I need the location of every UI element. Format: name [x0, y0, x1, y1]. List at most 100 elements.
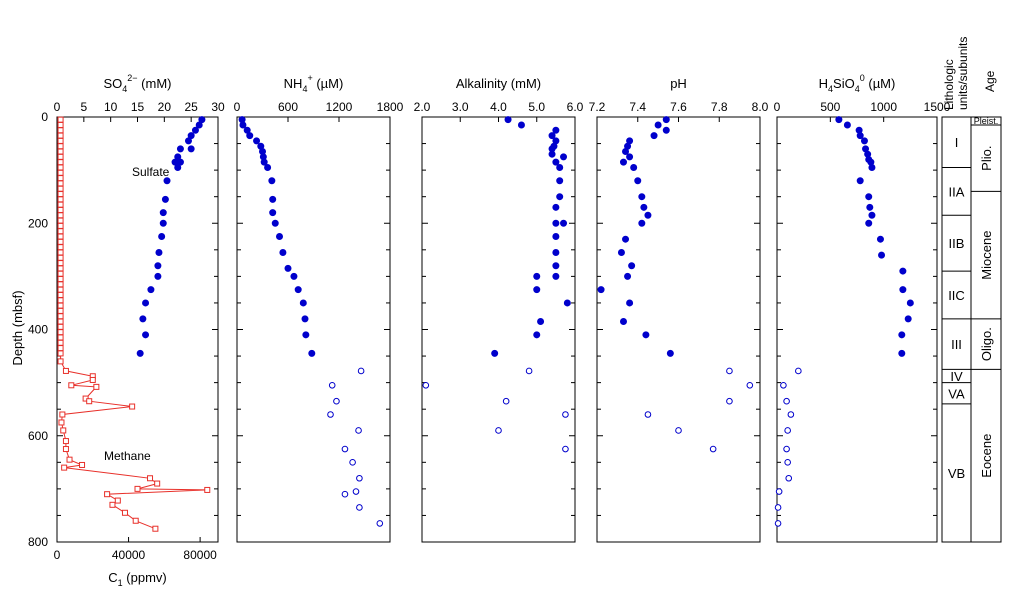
panel-3-series-1-point: [552, 203, 560, 211]
panel-2-series-1-point: [253, 137, 261, 145]
panel-4-series-2-point: [726, 397, 733, 405]
panel-1-series-2-point: [57, 121, 64, 128]
panel-5-title: H4SiO40 (µM): [819, 73, 896, 94]
panel-1-series-2-point: [68, 382, 75, 389]
panel-3-series-2-point: [422, 381, 430, 389]
panel-5-series-1-point: [865, 193, 873, 201]
panel-1-series-2-point: [59, 411, 66, 418]
panel-1-series-2-point: [121, 509, 128, 516]
y-tick-label-600: 600: [28, 429, 48, 443]
panel-4-series-1-point: [619, 158, 627, 166]
panel-1-series-2-point: [58, 419, 65, 426]
panel-1-series-2-point: [152, 525, 159, 532]
panel-3-series-1-point: [533, 286, 541, 294]
panel-1-series-1-point: [191, 126, 199, 134]
panel-2-series-1-point: [268, 177, 276, 185]
panel-4-frame: [596, 116, 761, 543]
panel-1-series-1-point: [139, 315, 147, 323]
panel-1-series-2-point: [57, 212, 64, 219]
panel-1-series-2-point: [62, 367, 69, 374]
title-part: H: [819, 76, 828, 91]
panel-5-series-1-point: [856, 177, 864, 185]
panel-3-series-1-point: [548, 132, 556, 140]
panel-2-title: NH4+ (µM): [284, 73, 344, 94]
panel-1-series-2-point: [57, 313, 64, 320]
panel-1-series-2-point: [57, 137, 64, 144]
panel-3-series-2-point: [495, 427, 502, 434]
panel-2-series-1-point: [294, 286, 302, 294]
panel-4-series-1-point: [650, 132, 658, 140]
panel-3-series-1-point: [533, 331, 541, 339]
panel-1-series-2-point: [89, 376, 96, 383]
panel-1-series-2-point: [57, 191, 64, 198]
panel-4-series-1-point: [617, 248, 625, 256]
panel-1-series-2-point: [57, 329, 64, 336]
panel-1-series-1-point: [154, 272, 162, 280]
panel-1-series-1-point: [198, 116, 206, 124]
panel-1-series-2-point: [57, 254, 64, 261]
panel-1-series-2-point: [57, 153, 64, 160]
y-tick-label-200: 200: [28, 216, 48, 230]
panel-2-series-1-point: [239, 121, 247, 129]
panel-3-xtick-label: 4.0: [490, 100, 507, 114]
panel-2-xtick-label: 1800: [377, 100, 404, 114]
panel-1-series-2-point: [57, 222, 64, 229]
lithologic-unit-VB: VB: [948, 466, 965, 481]
age-label-Plio: Plio.: [979, 146, 994, 171]
panel-4-series-1-point: [644, 211, 652, 219]
panel-1-series-2-point: [93, 383, 100, 390]
panel-3-series-1-point: [552, 272, 560, 280]
panel-4-xtick-label: 7.8: [711, 100, 728, 114]
panel-2-series-2-point: [352, 488, 360, 495]
panel-1-xtick-label: 15: [131, 100, 145, 114]
panel-3-series-1-point: [556, 177, 564, 185]
panel-4-series-1-point: [622, 148, 630, 156]
panel-1-xtick-label: 5: [80, 100, 87, 114]
y-tick-label-0: 0: [41, 110, 48, 124]
panel-3-series-2-point: [525, 367, 533, 375]
panel-5-series-1-point: [866, 203, 874, 211]
panel-3-series-2-point: [562, 411, 569, 418]
panel-2-series-1-point: [290, 272, 298, 280]
panel-3-series-1-point: [552, 262, 560, 270]
panel-1-series-2-point: [204, 486, 211, 493]
panel-1-series-2-point: [62, 438, 69, 445]
title-part: pH: [670, 76, 687, 91]
units-header-line1: Lithologic: [942, 59, 956, 110]
panel-3-series-1-point: [552, 158, 560, 166]
panel-1-series-2-point: [57, 217, 64, 224]
panel-2-series-1-point: [279, 248, 287, 256]
panel-4-series-1-point: [626, 299, 634, 307]
panel-2-series-2-point: [376, 520, 384, 527]
panel-1-series-2-point: [57, 228, 64, 235]
panel-4-series-1-point: [662, 126, 670, 134]
panel-5-xtick-label: 1000: [870, 100, 897, 114]
panel-2-series-1-point: [308, 349, 316, 357]
panel-1-series-1-point: [159, 219, 167, 227]
panel-5-series-2-point: [784, 427, 791, 434]
panel-5-series-2-point: [780, 381, 787, 389]
panel-5-series-1-point: [899, 286, 907, 294]
panel-5-series-1-point: [843, 121, 851, 129]
panel-4-series-1-point: [634, 177, 642, 185]
panel-1-series-1-point: [187, 145, 195, 153]
panel-1-xtick-label: 20: [158, 100, 172, 114]
title-part: Alkalinity (mM): [456, 76, 541, 91]
panel-3-series-1-point: [517, 121, 525, 129]
panel-1-series-1-point: [174, 163, 182, 171]
units-header-line2: units/subunits: [956, 37, 970, 110]
panel-1-series-2-point: [57, 249, 64, 256]
title-part: (mM): [138, 76, 172, 91]
panel-1-series-2-point: [129, 403, 136, 410]
title-subscript: 4: [122, 84, 127, 94]
panel-3-xtick-label: 6.0: [567, 100, 584, 114]
panel-5-series-2-point: [795, 367, 802, 375]
title-superscript: 0: [860, 73, 865, 83]
panel-1-bottom-xtick-label: 0: [54, 548, 61, 562]
panel-1-series-2-point: [57, 206, 64, 213]
panel-2-series-1-point: [302, 331, 310, 339]
y-tick-label-400: 400: [28, 323, 48, 337]
panel-1-series-2-point: [57, 307, 64, 314]
panel-4-series-1-point: [642, 331, 650, 339]
panel-3-series-1-point: [533, 272, 541, 280]
